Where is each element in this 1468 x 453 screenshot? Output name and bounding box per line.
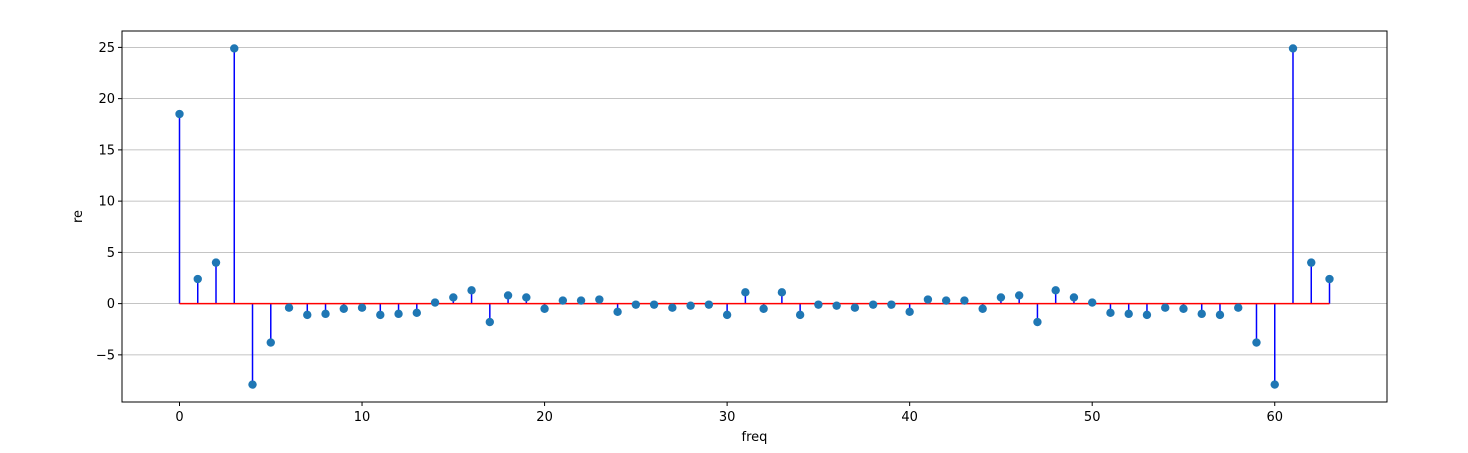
y-tick-label: 20 xyxy=(98,92,115,107)
stem-marker xyxy=(558,296,568,305)
stem-marker xyxy=(686,301,695,310)
stem-marker xyxy=(321,309,330,319)
plot-frame xyxy=(121,30,1388,403)
stem-marker xyxy=(1179,304,1188,313)
stem-marker xyxy=(1252,338,1261,347)
y-tick-label: 25 xyxy=(98,41,115,56)
stem-marker xyxy=(1270,380,1279,389)
stem-marker xyxy=(284,303,294,312)
y-tick-label: 10 xyxy=(98,195,115,210)
stem-marker xyxy=(357,303,367,312)
x-tick-label: 10 xyxy=(354,410,371,425)
x-axis-label: freq xyxy=(742,430,768,445)
stem-marker xyxy=(923,295,933,304)
stem-marker xyxy=(1234,303,1243,312)
stem-marker xyxy=(467,286,476,295)
stem-marker xyxy=(704,300,714,309)
stem-marker xyxy=(430,298,440,307)
stem-marker xyxy=(230,44,239,53)
stem-marker xyxy=(394,309,403,319)
y-tick-label: 15 xyxy=(98,143,115,158)
stem-marker xyxy=(1106,308,1115,318)
stem-marker xyxy=(795,310,805,320)
stem-marker xyxy=(814,300,823,309)
stem-marker xyxy=(1087,298,1097,307)
stem-marker xyxy=(503,291,513,300)
x-tick-label: 60 xyxy=(1266,410,1283,425)
stem-marker xyxy=(905,307,914,317)
stem-marker xyxy=(868,300,878,309)
stem-marker xyxy=(266,338,275,347)
stem-marker xyxy=(339,304,348,313)
y-tick-label: 0 xyxy=(107,297,115,312)
x-tick-label: 20 xyxy=(536,410,553,425)
stem-marker xyxy=(741,288,750,297)
stem-marker xyxy=(722,310,732,320)
stem-marker xyxy=(759,304,768,313)
stem-marker xyxy=(1288,44,1298,53)
y-axis-label: re xyxy=(71,210,86,223)
stem-marker xyxy=(668,303,677,312)
stem-marker xyxy=(1014,291,1024,300)
stem-markers xyxy=(175,44,1334,389)
stem-marker xyxy=(1033,317,1042,327)
stem-marker xyxy=(1142,310,1152,320)
stem-marker xyxy=(248,380,257,389)
stem-marker xyxy=(576,296,586,305)
stem-marker xyxy=(1124,309,1133,319)
stem-marker xyxy=(1069,293,1079,302)
stem-marker xyxy=(485,317,495,327)
stem-marker xyxy=(522,293,531,302)
x-tick-label: 40 xyxy=(901,410,918,425)
stem-marker xyxy=(1051,286,1060,295)
y-tick-label: 5 xyxy=(107,246,115,261)
stem-marker xyxy=(1215,310,1225,320)
x-tick-label: 50 xyxy=(1084,410,1101,425)
stem-marker xyxy=(649,300,659,309)
stem-marker xyxy=(1307,258,1316,267)
stem-marker xyxy=(941,296,951,305)
stem-marker xyxy=(449,293,458,302)
stem-marker xyxy=(376,310,385,320)
stem-marker xyxy=(1161,303,1170,312)
y-axis-ticks: −5 0 5 10 15 20 25 xyxy=(96,41,122,363)
stem-marker xyxy=(1325,274,1334,284)
stem-marker xyxy=(850,303,860,312)
stem-marker xyxy=(613,307,622,317)
stem-marker xyxy=(211,258,221,267)
stem-marker xyxy=(631,300,641,309)
stem-marker xyxy=(412,308,422,318)
y-tick-label: −5 xyxy=(96,348,115,363)
stem-marker xyxy=(595,295,604,304)
stem-marker xyxy=(175,109,184,119)
stem-marker xyxy=(777,288,787,297)
stem-marker xyxy=(978,304,987,313)
stem-marker xyxy=(1197,309,1206,319)
x-tick-label: 0 xyxy=(175,410,183,425)
stem-marker xyxy=(832,301,841,310)
x-tick-label: 30 xyxy=(719,410,736,425)
stem-marker xyxy=(303,310,312,320)
stem-marker xyxy=(960,296,969,305)
stem-marker xyxy=(540,304,549,313)
stem-marker xyxy=(996,293,1006,302)
stem-marker xyxy=(887,300,896,309)
x-axis-ticks: 0 10 20 30 40 50 60 xyxy=(175,402,1283,425)
stem-marker xyxy=(193,274,202,284)
